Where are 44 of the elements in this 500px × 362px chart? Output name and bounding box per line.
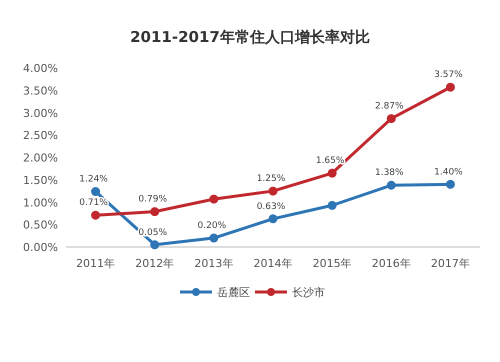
y-tick-label: 3.00% (23, 106, 58, 120)
data-label: 0.20% (198, 221, 227, 232)
point (268, 214, 278, 224)
point (386, 114, 396, 124)
point (150, 207, 160, 216)
point (91, 210, 100, 220)
point (446, 180, 455, 189)
point (209, 234, 218, 243)
x-tick-label: 2011年 (76, 257, 116, 270)
data-label: 0.79% (138, 194, 168, 205)
point (268, 186, 278, 196)
x-tick-label: 2015年 (312, 257, 352, 270)
data-label: 1.40% (434, 167, 464, 178)
x-tick-label: 2017年 (430, 257, 470, 270)
point (446, 82, 455, 92)
y-tick-label: 4.00% (23, 62, 58, 75)
y-tick-label: 2.00% (23, 152, 58, 164)
y-tick-label: 0.00% (23, 241, 58, 254)
x-tick-label: 2016年 (372, 257, 411, 270)
data-label: 0.63% (256, 202, 286, 212)
point (91, 187, 100, 196)
point (150, 240, 160, 250)
data-label: 3.57% (434, 70, 464, 80)
data-label: 2.87% (374, 102, 404, 112)
data-label: 1.65% (316, 156, 345, 166)
point (328, 168, 337, 178)
data-label: 0.71% (79, 198, 108, 208)
y-tick-label: 3.50% (23, 84, 58, 98)
legend-label: 长沙市 (292, 286, 325, 299)
x-tick-label: 2014年 (254, 257, 292, 270)
y-tick-label: 0.50% (23, 218, 58, 232)
data-label: 1.25% (256, 174, 286, 184)
data-label: 1.38% (374, 168, 404, 178)
point (386, 180, 396, 190)
y-tick-label: 1.50% (23, 174, 58, 187)
point (209, 194, 218, 204)
data-label: 1.24% (79, 174, 108, 185)
chart-title: 2011-2017年常住人口增长率对比 (130, 28, 370, 46)
y-tick-label: 1.00% (23, 196, 58, 210)
x-tick-label: 2013年 (194, 257, 234, 270)
point (328, 200, 337, 210)
x-tick-label: 2012年 (135, 257, 174, 270)
y-tick-label: 2.50% (23, 129, 58, 142)
legend-label: 岳麓区 (217, 286, 250, 299)
